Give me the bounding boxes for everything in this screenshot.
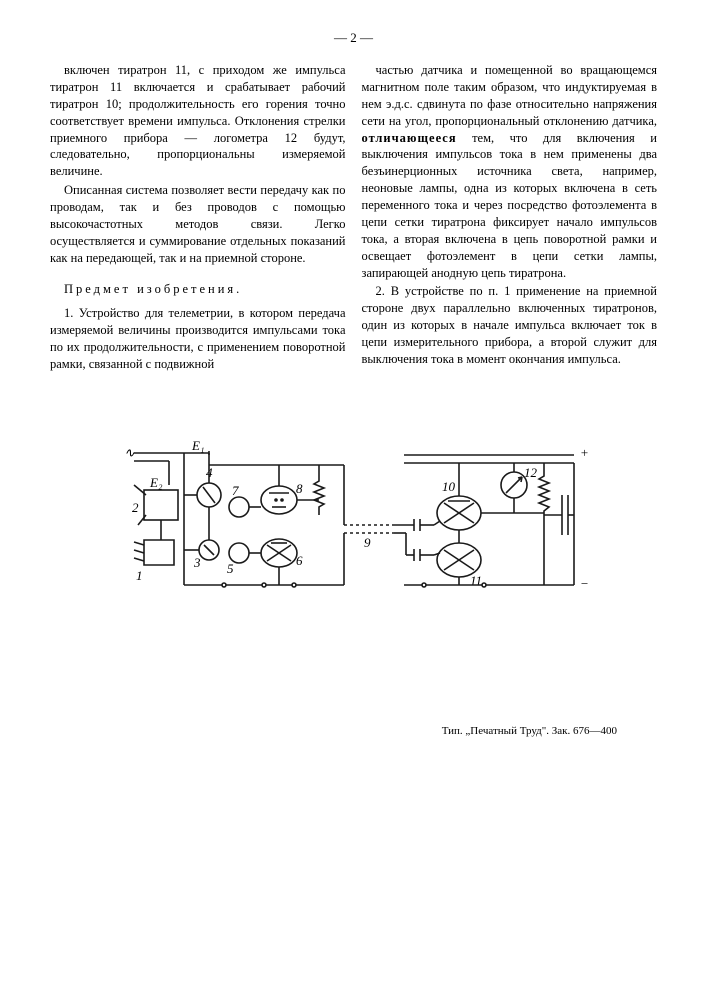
claim-text-a: частью датчика и помещенной во вращающем… [362,63,658,128]
right-paragraph-2: 2. В устройстве по п. 1 применение на пр… [362,283,658,367]
svg-text:E₂: E₂ [149,475,163,490]
svg-text:−: − [580,576,589,591]
svg-text:2: 2 [132,500,139,515]
svg-text:10: 10 [442,479,456,494]
page: — 2 — включен тиратрон 11, с приходом же… [0,0,707,767]
svg-text:∿: ∿ [124,445,135,460]
page-number: — 2 — [50,30,657,46]
svg-text:9: 9 [364,535,371,550]
text-columns: включен тиратрон 11, с приходом же импул… [50,62,657,375]
left-paragraph-2: Описанная система позволяет вести переда… [50,182,346,266]
svg-text:1: 1 [136,568,143,583]
circuit-diagram: ∿ E₁ E₂ 2 1 [50,435,657,665]
footer-imprint: Тип. „Печатный Труд". Зак. 676—400 [50,725,657,737]
right-paragraph-1: частью датчика и помещенной во вращающем… [362,62,658,281]
circuit-svg: ∿ E₁ E₂ 2 1 [114,435,594,665]
svg-text:3: 3 [193,555,201,570]
svg-text:12: 12 [524,465,538,480]
svg-text:5: 5 [227,561,234,576]
left-column: включен тиратрон 11, с приходом же импул… [50,62,346,375]
claims-heading: Предмет изобретения. [50,281,346,298]
svg-text:6: 6 [296,553,303,568]
svg-text:+: + [580,445,589,460]
right-column: частью датчика и помещенной во вращающем… [362,62,658,375]
claim-emph: отличающееся [362,131,457,145]
left-paragraph-3: 1. Устройство для телеметрии, в котором … [50,305,346,373]
claim-text-b: тем, что для включения и выключения импу… [362,131,658,280]
svg-text:8: 8 [296,481,303,496]
left-paragraph-1: включен тиратрон 11, с приходом же импул… [50,62,346,180]
svg-text:E₁: E₁ [191,438,204,453]
svg-text:7: 7 [232,483,239,498]
